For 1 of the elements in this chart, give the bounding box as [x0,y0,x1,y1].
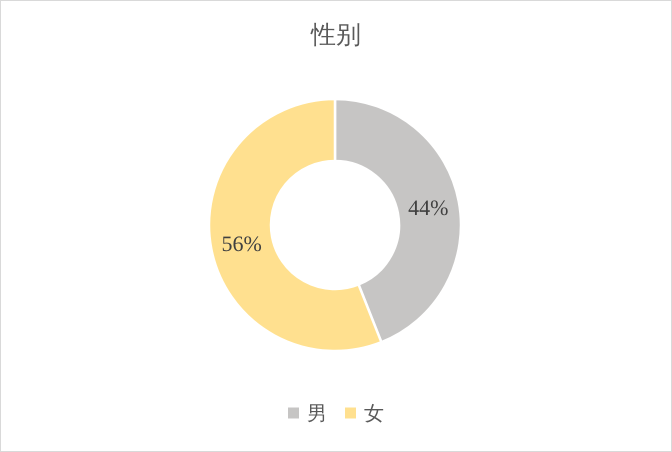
title: 性别 [311,20,361,49]
